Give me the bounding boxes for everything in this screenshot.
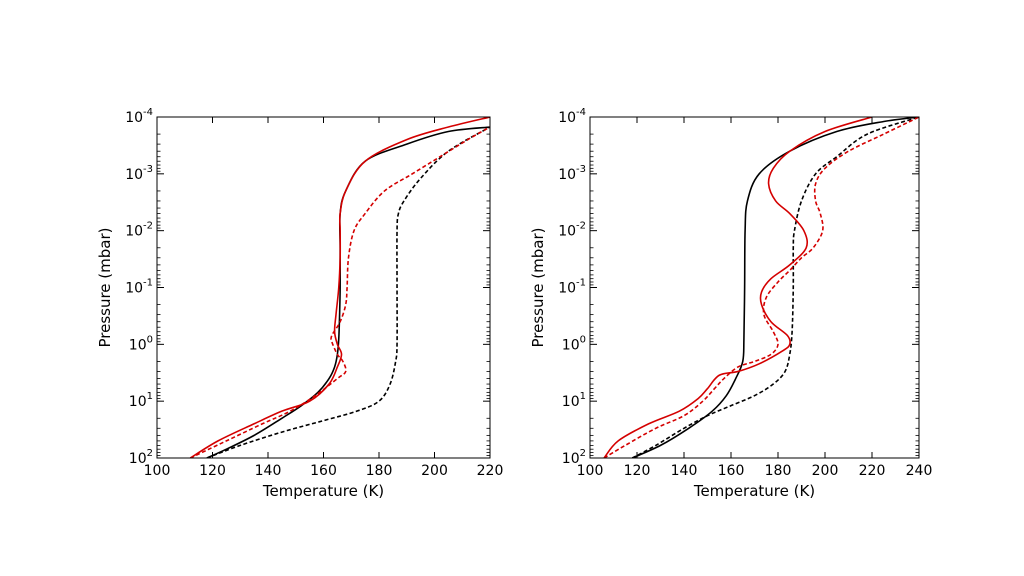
y-tick-base: 10 (125, 110, 143, 126)
y-tick-base: 10 (558, 224, 576, 240)
y-tick-base: 10 (125, 167, 143, 183)
y-tick-exponent: -3 (576, 164, 586, 175)
y-tick-label: 102 (129, 448, 153, 467)
ticks-layer: 100 120 140 160 180 200 22010-410-310-210-1100… (125, 107, 503, 479)
x-tick-label: 140 (671, 463, 698, 479)
x-tick-label: 220 (477, 463, 504, 479)
y-tick-exponent: -2 (143, 221, 153, 232)
y-tick-label: 10-3 (558, 164, 586, 183)
ticks-layer: 100 120 140 160 180 200 220 24010-410-310-210-1… (558, 107, 932, 479)
x-tick-label: 240 (906, 463, 933, 479)
x-tick-label: 100 (144, 463, 171, 479)
y-tick-label: 101 (129, 391, 153, 410)
x-tick-label: 160 (310, 463, 337, 479)
y-tick-base: 10 (562, 451, 580, 467)
y-tick-label: 10-4 (125, 107, 153, 126)
y-tick-label: 100 (562, 334, 586, 353)
y-tick-label: 10-4 (558, 107, 586, 126)
y-tick-base: 10 (129, 394, 147, 410)
plot-frame (589, 116, 920, 459)
series-line-0 (631, 117, 919, 458)
x-tick-label: 120 (199, 463, 226, 479)
series-line-1 (631, 117, 919, 458)
chart-right: 100 120 140 160 180 200 220 24010-410-310-210-1… (529, 107, 932, 500)
y-tick-exponent: 1 (147, 391, 153, 402)
series-line-2 (189, 117, 490, 458)
y-tick-exponent: 2 (580, 448, 586, 459)
x-tick-label: 100 (577, 463, 604, 479)
series-line-0 (206, 126, 490, 458)
x-tick-label: 120 (624, 463, 651, 479)
plot-frame (156, 116, 491, 459)
x-tick-label: 200 (812, 463, 839, 479)
x-tick-label: 180 (366, 463, 393, 479)
y-tick-label: 10-1 (125, 278, 153, 297)
y-tick-base: 10 (562, 394, 580, 410)
x-tick-label: 180 (765, 463, 792, 479)
y-tick-base: 10 (558, 167, 576, 183)
series-line-2 (603, 117, 873, 458)
x-tick-label: 140 (255, 463, 282, 479)
y-tick-base: 10 (129, 337, 147, 353)
y-tick-exponent: -4 (576, 107, 586, 118)
y-tick-label: 10-2 (558, 221, 586, 240)
y-tick-exponent: 1 (580, 391, 586, 402)
y-tick-label: 101 (562, 391, 586, 410)
y-tick-base: 10 (125, 224, 143, 240)
x-tick-label: 160 (718, 463, 745, 479)
series-line-3 (189, 126, 490, 458)
y-tick-label: 10-3 (125, 164, 153, 183)
y-tick-exponent: -2 (576, 221, 586, 232)
y-tick-base: 10 (129, 451, 147, 467)
y-tick-label: 100 (129, 334, 153, 353)
y-tick-base: 10 (562, 337, 580, 353)
x-tick-label: 220 (859, 463, 886, 479)
y-tick-exponent: 0 (580, 334, 586, 345)
series-layer (603, 117, 919, 458)
y-tick-exponent: -3 (143, 164, 153, 175)
y-tick-exponent: 2 (147, 448, 153, 459)
y-axis-label: Pressure (mbar) (529, 227, 547, 347)
y-tick-exponent: 0 (147, 334, 153, 345)
series-line-3 (603, 117, 919, 458)
chart-left: 100 120 140 160 180 200 22010-410-310-210-1100… (96, 107, 503, 500)
y-tick-base: 10 (125, 281, 143, 297)
series-line-1 (206, 126, 490, 458)
y-tick-exponent: -1 (576, 278, 586, 289)
series-layer (189, 117, 490, 458)
y-axis-label: Pressure (mbar) (96, 227, 114, 347)
y-tick-base: 10 (558, 281, 576, 297)
y-tick-label: 102 (562, 448, 586, 467)
y-tick-label: 10-2 (125, 221, 153, 240)
x-axis-label: Temperature (K) (262, 482, 384, 500)
y-tick-exponent: -1 (143, 278, 153, 289)
y-tick-exponent: -4 (143, 107, 153, 118)
x-axis-label: Temperature (K) (693, 482, 815, 500)
y-tick-base: 10 (558, 110, 576, 126)
y-tick-label: 10-1 (558, 278, 586, 297)
x-tick-label: 200 (421, 463, 448, 479)
